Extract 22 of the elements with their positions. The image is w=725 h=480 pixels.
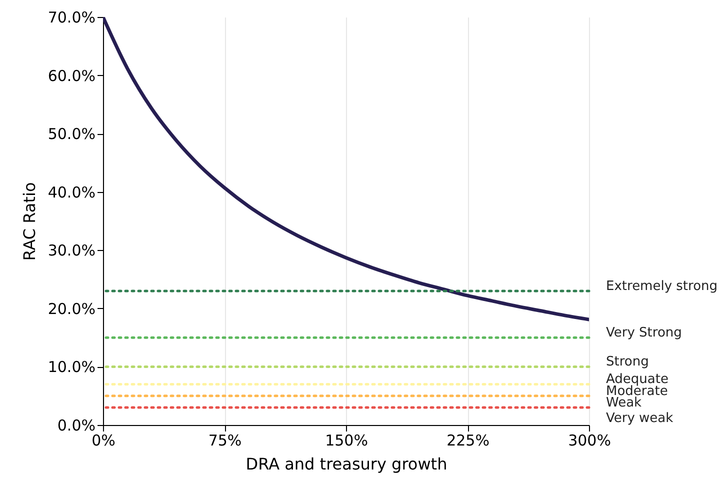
x-tick-label: 300% <box>568 432 611 450</box>
x-tick-label: 225% <box>446 432 490 450</box>
y-axis-title: RAC Ratio <box>20 182 39 261</box>
y-tick-label: 10.0% <box>48 358 96 376</box>
x-axis-title: DRA and treasury growth <box>246 454 448 474</box>
ref-line-label: Adequate <box>606 372 668 388</box>
text: Very weak <box>606 411 674 426</box>
y-tick-label: 20.0% <box>48 300 96 318</box>
y-tick-label: 0.0% <box>57 416 96 434</box>
line-series <box>103 17 589 322</box>
x-tick-label: 0% <box>92 432 116 450</box>
x-tick-label: 75% <box>208 432 242 450</box>
ref-line-label: Strong <box>606 354 649 370</box>
ref-line-label: Extremely strong <box>606 278 718 294</box>
x-tick-label: 150% <box>325 432 368 450</box>
ref-line-label: Very Strong <box>606 326 682 341</box>
ref-line-label: Weak <box>606 396 642 411</box>
y-tick-label: 60.0% <box>48 66 96 85</box>
y-tick-label: 30.0% <box>48 242 96 260</box>
y-tick-label: 40.0% <box>48 183 96 202</box>
y-tick-label: 70.0% <box>48 8 96 26</box>
y-tick-label: 50.0% <box>48 125 96 144</box>
